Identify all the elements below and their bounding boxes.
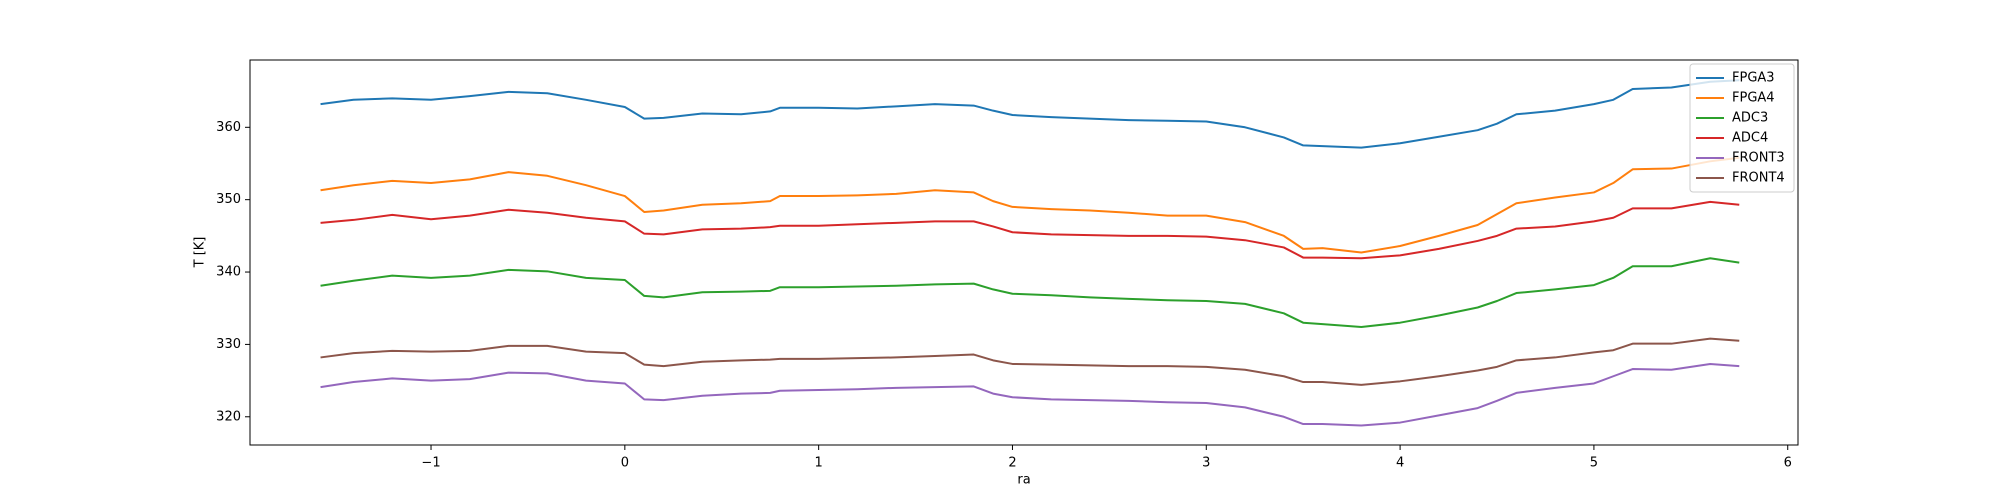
x-tick-label: −1 bbox=[421, 456, 440, 471]
series-line bbox=[320, 362, 1740, 427]
y-tick-label: 330 bbox=[216, 337, 241, 352]
x-tick-label: 2 bbox=[1008, 456, 1016, 471]
legend-label: ADC3 bbox=[1732, 111, 1768, 126]
x-tick-label: 5 bbox=[1590, 456, 1598, 471]
series-line bbox=[320, 257, 1740, 329]
x-tick-label: 1 bbox=[815, 456, 823, 471]
plot-frame bbox=[249, 59, 1799, 446]
y-tick-label: 320 bbox=[216, 409, 241, 424]
legend-label: FRONT4 bbox=[1732, 171, 1785, 186]
y-tick-label: 350 bbox=[216, 192, 241, 207]
legend-label: FPGA4 bbox=[1732, 91, 1775, 106]
legend-label: ADC4 bbox=[1732, 131, 1768, 146]
x-axis-label: ra bbox=[1017, 473, 1030, 488]
legend-label: FPGA3 bbox=[1732, 71, 1775, 86]
legend: FPGA3 FPGA4 ADC3 ADC4 FRONT3 FRONT4 bbox=[1689, 63, 1795, 193]
legend-label: FRONT3 bbox=[1732, 151, 1785, 166]
x-tick-label: 3 bbox=[1202, 456, 1210, 471]
x-tick-label: 6 bbox=[1784, 456, 1792, 471]
y-tick-label: 340 bbox=[216, 265, 241, 280]
x-tick-label: 0 bbox=[621, 456, 629, 471]
series-line bbox=[320, 337, 1740, 386]
series-line bbox=[320, 200, 1740, 260]
y-axis-label: T [K] bbox=[193, 237, 208, 269]
x-tick-label: 4 bbox=[1396, 456, 1404, 471]
y-tick-label: 360 bbox=[216, 120, 241, 135]
legend-box bbox=[1689, 63, 1795, 193]
series-line bbox=[320, 156, 1740, 254]
series-line bbox=[320, 79, 1740, 149]
